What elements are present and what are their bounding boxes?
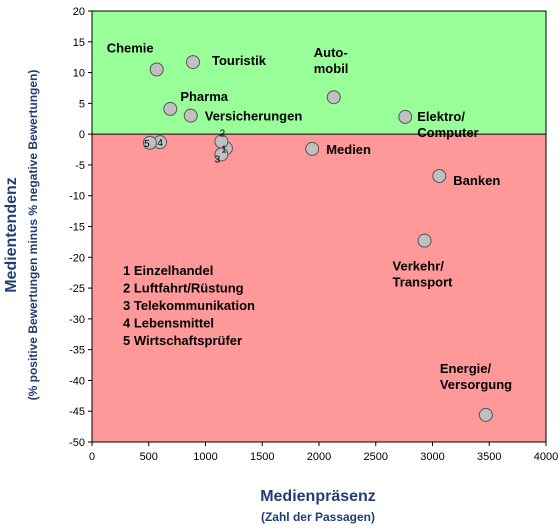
x-tick-label: 1000: [193, 451, 217, 463]
y-tick-label: 0: [79, 129, 85, 141]
legend-item: 4 Lebensmittel: [123, 316, 214, 331]
data-point: [478, 407, 493, 422]
region-1: [92, 134, 546, 442]
y-tick-label: 10: [73, 68, 85, 80]
point-label: 3: [215, 154, 221, 165]
legend-item: 3 Telekommunikation: [123, 298, 255, 313]
point-label: Elektro/Computer: [417, 109, 478, 140]
y-tick-label: -20: [69, 252, 85, 264]
point-label: 2: [220, 129, 226, 140]
data-point: [417, 233, 432, 248]
background-regions: [92, 11, 546, 442]
y-tick-label: -35: [69, 345, 85, 357]
point-labels: Chemie Touristik Auto-mobil Pharma Versicher…: [107, 40, 512, 391]
legend-item: 5 Wirtschaftsprüfer: [123, 333, 242, 348]
data-point: [326, 90, 341, 105]
y-tick-label: -45: [69, 406, 85, 418]
y-axis-title: Medientendenz: [3, 177, 20, 293]
point-label: Energie/Versorgung: [440, 361, 512, 392]
point-label: Touristik: [212, 53, 267, 68]
data-point: [149, 62, 164, 77]
y-tick-label: 15: [73, 37, 85, 49]
point-label: 1: [221, 144, 227, 155]
y-tick-label: -40: [69, 375, 85, 387]
x-axis-title: Medienpräsenz: [260, 488, 376, 505]
y-tick-label: 5: [79, 98, 85, 110]
legend-item: 2 Luftfahrt/Rüstung: [123, 281, 244, 296]
x-tick-label: 1500: [250, 451, 274, 463]
x-tick-label: 0: [89, 451, 95, 463]
point-label: Auto-mobil: [314, 45, 349, 76]
x-tick-label: 500: [140, 451, 158, 463]
y-tick-label: -30: [69, 314, 85, 326]
point-label: Banken: [453, 173, 500, 188]
y-tick-label: -15: [69, 222, 85, 234]
legend: 1 Einzelhandel 2 Luftfahrt/Rüstung 3 Telek…: [123, 263, 255, 348]
x-tick-label: 3500: [477, 451, 501, 463]
point-label: 4: [157, 138, 163, 149]
data-point: [214, 147, 229, 162]
x-tick-label: 2000: [307, 451, 331, 463]
y-axis-subtitle: (% positive Bewertungen minus % negative…: [26, 70, 40, 401]
x-tick-label: 2500: [364, 451, 388, 463]
x-tick-label: 3000: [420, 451, 444, 463]
point-label: Chemie: [107, 40, 154, 55]
x-axis-subtitle: (Zahl der Passagen): [261, 510, 375, 524]
point-label: Versicherungen: [205, 109, 303, 124]
data-point: [305, 141, 320, 156]
y-tick-label: -25: [69, 283, 85, 295]
data-points: [142, 55, 493, 422]
point-label: 5: [144, 139, 150, 150]
point-label: Medien: [326, 142, 371, 157]
data-point: [432, 169, 447, 184]
data-point: [142, 135, 157, 150]
data-point: [163, 101, 178, 116]
y-tick-label: 20: [73, 6, 85, 18]
legend-item: 1 Einzelhandel: [123, 263, 213, 278]
point-label: Pharma: [180, 89, 228, 104]
x-tick-label: 4000: [534, 451, 558, 463]
point-label: Verkehr/Transport: [393, 259, 454, 290]
data-point: [183, 108, 198, 123]
data-point: [398, 109, 413, 124]
y-tick-label: -10: [69, 191, 85, 203]
y-tick-label: -5: [75, 160, 85, 172]
y-tick-label: -50: [69, 437, 85, 449]
data-point: [186, 55, 201, 70]
